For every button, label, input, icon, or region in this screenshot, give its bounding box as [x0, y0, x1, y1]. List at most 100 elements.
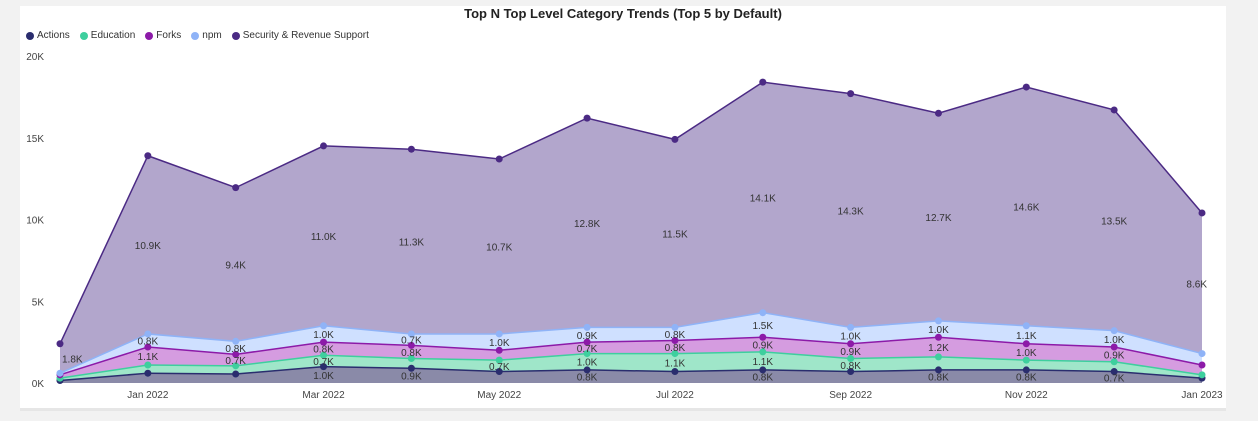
point-forks — [144, 343, 152, 351]
legend-item-actions[interactable]: Actions — [26, 30, 70, 41]
data-label: 0.8K — [1016, 372, 1037, 383]
point-npm — [583, 323, 591, 331]
x-tick-label: Sep 2022 — [829, 390, 872, 401]
data-label: 1.0K — [489, 338, 510, 349]
point-actions — [232, 370, 240, 378]
point-forks — [320, 338, 328, 346]
point-security-revenue-support — [583, 114, 591, 122]
y-tick-label: 5K — [32, 297, 45, 308]
data-label: 1.0K — [1016, 348, 1037, 359]
data-label: 10.9K — [135, 241, 161, 252]
data-label: 11.3K — [399, 238, 425, 249]
line-npm — [59, 311, 1203, 374]
data-label: 0.9K — [1104, 350, 1125, 361]
x-tick-label: Mar 2022 — [302, 390, 345, 401]
legend-item-npm[interactable]: npm — [191, 30, 222, 41]
x-tick-label: Jan 2023 — [1181, 390, 1223, 401]
point-forks — [232, 350, 240, 358]
point-actions — [495, 368, 503, 376]
data-label: 0.8K — [225, 344, 246, 355]
point-education — [407, 354, 415, 362]
point-education — [232, 362, 240, 370]
chart-legend[interactable]: Actions Education Forks npm Security & Reven… — [26, 30, 369, 41]
legend-label: Security & Revenue Support — [242, 30, 369, 41]
data-label: 0.8K — [313, 345, 334, 356]
data-label: 0.8K — [665, 330, 686, 341]
point-security-revenue-support — [847, 90, 855, 98]
line-actions — [59, 365, 1203, 382]
point-npm — [1198, 350, 1206, 358]
data-label: 0.8K — [401, 348, 422, 359]
data-label: 0.7K — [489, 362, 510, 373]
data-label: 1.0K — [313, 330, 334, 341]
legend-swatch — [26, 31, 34, 40]
data-label: 1.2K — [928, 343, 949, 354]
data-label: 0.8K — [752, 372, 773, 383]
point-actions — [1022, 366, 1030, 374]
x-tick-label: May 2022 — [477, 390, 521, 401]
point-actions — [407, 364, 415, 372]
y-tick-label: 20K — [26, 52, 44, 63]
data-label: 0.8K — [577, 372, 598, 383]
point-npm — [144, 330, 152, 338]
point-npm — [1110, 327, 1118, 335]
y-tick-label: 15K — [26, 134, 44, 145]
legend-item-education[interactable]: Education — [79, 30, 136, 41]
data-label: 1.8K — [62, 354, 83, 365]
data-label: 1.0K — [577, 358, 598, 369]
data-label: 14.6K — [1013, 202, 1039, 213]
data-label: 1.1K — [138, 352, 159, 363]
data-label: 0.7K — [401, 336, 422, 347]
point-security-revenue-support — [407, 145, 415, 153]
point-security-revenue-support — [232, 184, 240, 192]
point-actions — [1110, 368, 1118, 376]
line-forks — [59, 336, 1203, 376]
legend-swatch — [145, 31, 154, 40]
point-forks — [407, 341, 415, 349]
point-security-revenue-support — [144, 152, 152, 160]
legend-label: Education — [90, 30, 136, 41]
point-actions — [144, 369, 152, 377]
point-actions — [320, 363, 328, 371]
data-label: 1.1K — [752, 357, 773, 368]
data-label: 8.6K — [1186, 279, 1207, 290]
point-forks — [1022, 340, 1030, 348]
data-label: 12.8K — [574, 219, 600, 230]
data-label: 10.7K — [486, 242, 512, 253]
point-forks — [1198, 361, 1206, 369]
data-label: 11.5K — [662, 229, 688, 240]
point-forks — [759, 333, 767, 341]
data-label: 0.7K — [577, 344, 598, 355]
data-label: 0.8K — [840, 361, 861, 372]
data-label: 1.0K — [928, 325, 949, 336]
data-label: 1.0K — [1104, 335, 1125, 346]
x-tick-label: Jan 2022 — [127, 390, 169, 401]
data-label: 1.1K — [1016, 331, 1037, 342]
point-forks — [671, 336, 679, 344]
legend-item-forks[interactable]: Forks — [145, 30, 181, 41]
data-label: 14.3K — [838, 207, 864, 218]
point-npm — [56, 369, 64, 377]
area-security-revenue-support — [60, 82, 1202, 374]
legend-swatch — [231, 31, 240, 40]
point-education — [583, 350, 591, 358]
legend-label: npm — [202, 30, 222, 41]
data-label: 0.8K — [928, 372, 949, 383]
data-label: 0.9K — [840, 347, 861, 358]
chart-title: Top N Top Level Category Trends (Top 5 b… — [464, 6, 782, 21]
point-security-revenue-support — [1198, 209, 1206, 217]
point-npm — [759, 309, 767, 317]
point-npm — [495, 330, 503, 338]
data-label: 0.8K — [665, 343, 686, 354]
point-forks — [1110, 343, 1118, 351]
point-education — [1110, 358, 1118, 366]
point-forks — [495, 346, 503, 354]
data-label: 12.7K — [925, 213, 951, 224]
legend-item-security-revenue-support[interactable]: Security & Revenue Support — [231, 30, 369, 41]
data-label: 0.9K — [401, 372, 422, 383]
data-label: 1.5K — [752, 321, 773, 332]
point-security-revenue-support — [759, 78, 767, 86]
data-label: 1.1K — [665, 359, 686, 370]
point-actions — [759, 366, 767, 374]
line-education — [59, 351, 1203, 379]
